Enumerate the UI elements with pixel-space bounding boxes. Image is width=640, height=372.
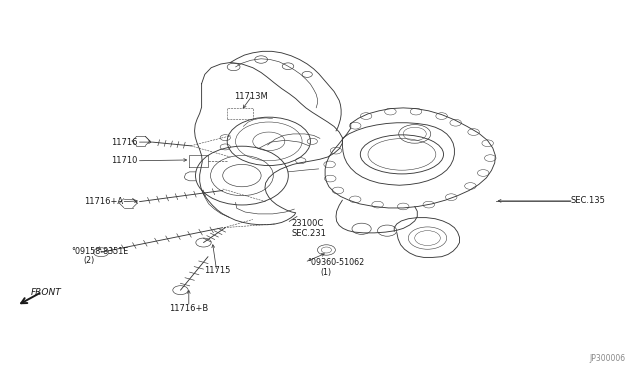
Text: JP300006: JP300006 — [590, 354, 626, 363]
Text: 11713M: 11713M — [234, 92, 268, 101]
Text: 11716: 11716 — [111, 138, 138, 147]
Text: °09360-51062: °09360-51062 — [307, 258, 364, 267]
Text: °09158-8351E: °09158-8351E — [72, 247, 129, 256]
Text: SEC.135: SEC.135 — [571, 196, 605, 205]
Text: 11716+B: 11716+B — [169, 304, 209, 312]
Text: SEC.231: SEC.231 — [291, 229, 326, 238]
Text: (1): (1) — [321, 268, 332, 277]
Text: FRONT: FRONT — [31, 288, 61, 296]
Text: 11715: 11715 — [204, 266, 231, 275]
Text: 23100C: 23100C — [291, 219, 323, 228]
Text: 11710: 11710 — [111, 156, 138, 165]
Text: 11716+A: 11716+A — [84, 197, 123, 206]
Text: (2): (2) — [83, 256, 95, 265]
